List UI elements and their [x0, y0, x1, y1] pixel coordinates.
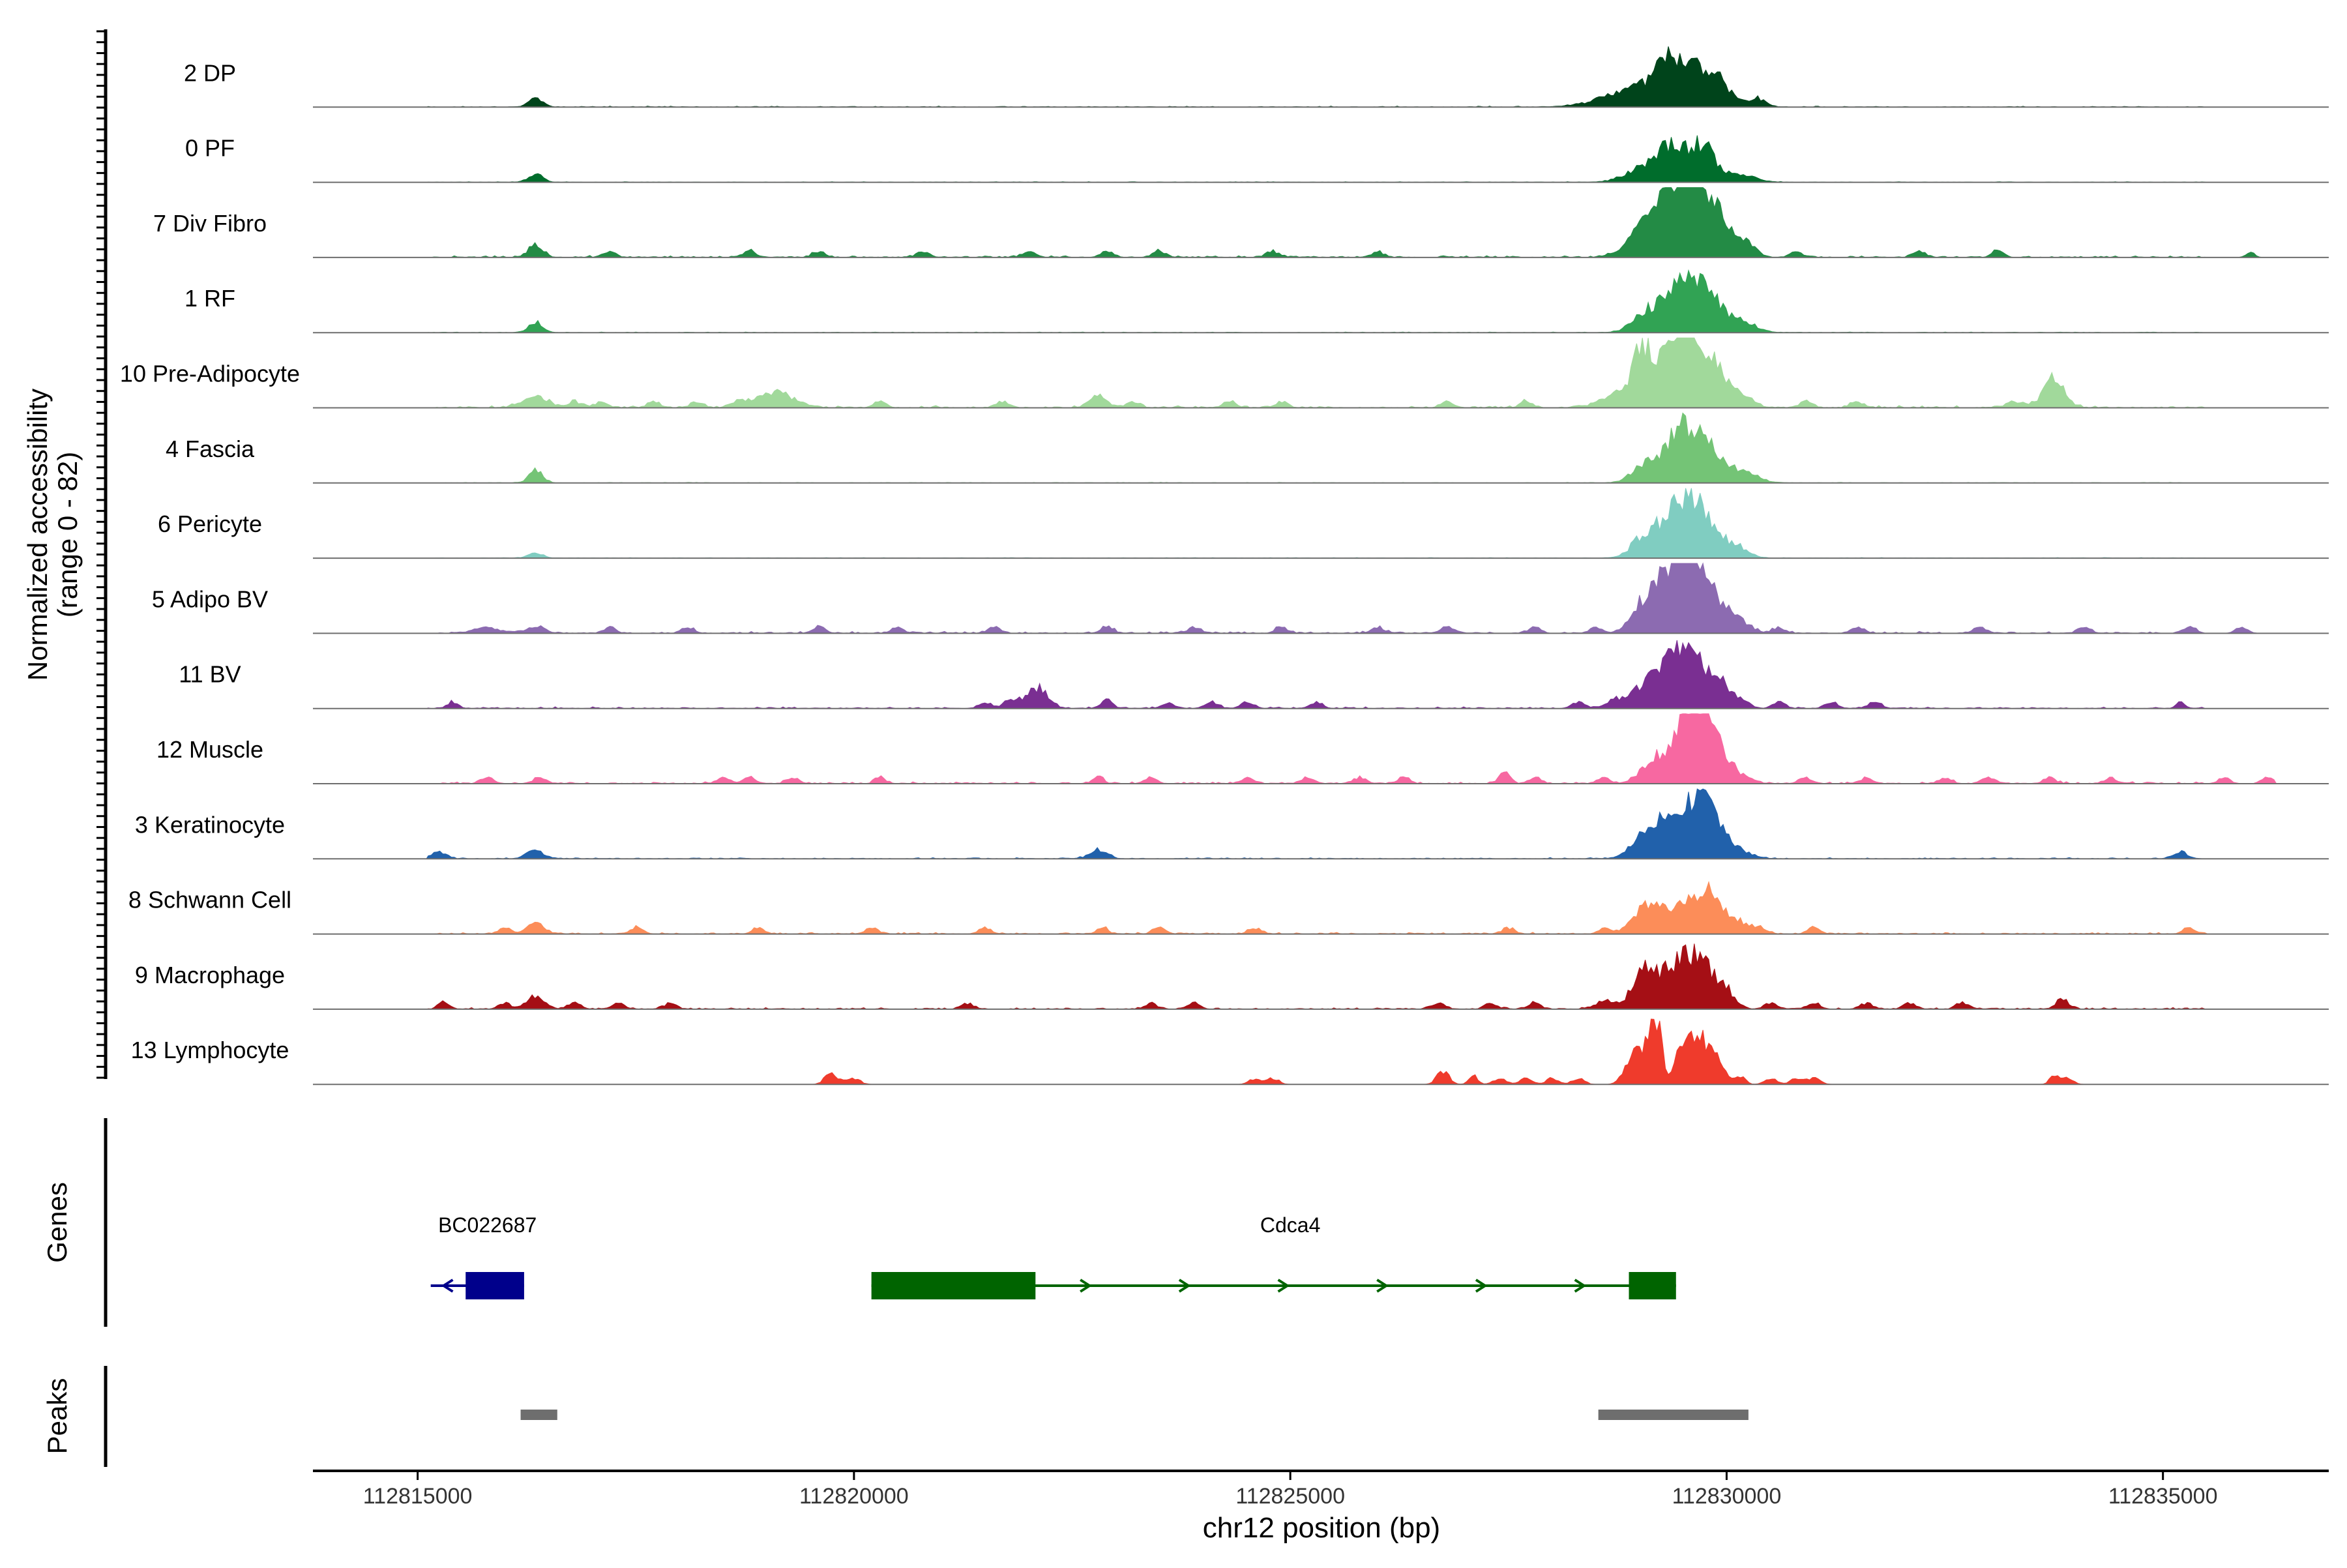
- peaks-panel-label: Peaks: [42, 1378, 72, 1455]
- track-1: 0 PF: [185, 135, 2329, 183]
- strand-chevron: [1376, 1279, 1389, 1293]
- track-3: 1 RF: [185, 269, 2329, 334]
- track-coverage-area: [426, 788, 2277, 859]
- y-axis-label-line2: (range 0 - 82): [52, 452, 83, 617]
- strand-chevron: [1574, 1279, 1587, 1293]
- peak-region: [520, 1410, 557, 1420]
- track-label: 3 Keratinocyte: [135, 811, 285, 838]
- gene-0: BC022687: [430, 1213, 537, 1299]
- track-coverage-area: [426, 337, 2277, 409]
- track-2: 7 Div Fibro: [153, 187, 2329, 258]
- track-4: 10 Pre-Adipocyte: [120, 337, 2329, 409]
- genes-panel-label: Genes: [42, 1182, 72, 1263]
- x-axis: 112815000 112820000 112825000 112830000 1128…: [313, 1470, 2329, 1509]
- strand-chevron: [1178, 1279, 1191, 1293]
- track-coverage-area: [426, 135, 2277, 183]
- x-tick-label: 112835000: [2108, 1484, 2218, 1509]
- track-11: 8 Schwann Cell: [128, 881, 2329, 935]
- track-label: 13 Lymphocyte: [131, 1037, 289, 1063]
- track-label: 8 Schwann Cell: [128, 887, 291, 913]
- track-label: 6 Pericyte: [158, 510, 262, 537]
- track-coverage-area: [426, 488, 2277, 559]
- y-axis-label-line1: Normalized accessibility: [22, 389, 53, 681]
- x-tick-label: 112830000: [1672, 1484, 1782, 1509]
- gene-label: BC022687: [438, 1213, 537, 1237]
- gene-1: Cdca4: [871, 1213, 1676, 1299]
- track-coverage-area: [426, 881, 2277, 935]
- gene-label: Cdca4: [1260, 1213, 1321, 1237]
- track-label: 12 Muscle: [156, 736, 263, 763]
- strand-chevron: [1475, 1279, 1488, 1293]
- track-5: 4 Fascia: [166, 412, 2329, 484]
- x-tick-label: 112820000: [799, 1484, 909, 1509]
- track-label: 1 RF: [185, 285, 235, 312]
- track-coverage-area: [426, 269, 2277, 333]
- y-axis-label: Normalized accessibility (range 0 - 82): [22, 389, 83, 681]
- track-coverage-area: [426, 713, 2277, 784]
- track-coverage-area: [426, 640, 2277, 709]
- track-9: 12 Muscle: [156, 713, 2329, 784]
- x-tick-label: 112825000: [1235, 1484, 1345, 1509]
- track-7: 5 Adipo BV: [152, 562, 2329, 634]
- track-coverage-area: [426, 412, 2277, 484]
- gene-exon: [465, 1272, 524, 1299]
- track-coverage-area: [426, 187, 2277, 258]
- track-label: 7 Div Fibro: [153, 210, 267, 237]
- track-label: 0 PF: [185, 135, 235, 162]
- track-coverage-area: [426, 562, 2277, 634]
- track-label: 2 DP: [184, 59, 236, 86]
- track-13: 13 Lymphocyte: [131, 1018, 2329, 1086]
- strand-chevron: [1277, 1279, 1290, 1293]
- peaks-panel: [104, 1366, 1749, 1467]
- y-axis-spine: [96, 29, 108, 1079]
- track-0: 2 DP: [184, 46, 2329, 108]
- gene-exon: [1629, 1272, 1676, 1299]
- track-10: 3 Keratinocyte: [135, 788, 2329, 860]
- track-coverage-area: [426, 943, 2277, 1010]
- strand-chevron: [441, 1279, 454, 1293]
- peak-region: [1598, 1410, 1749, 1420]
- gene-annotation-panel: BC022687 Cdca4: [104, 1118, 1676, 1327]
- track-12: 9 Macrophage: [135, 943, 2329, 1010]
- track-label: 4 Fascia: [166, 436, 255, 462]
- track-label: 9 Macrophage: [135, 962, 285, 988]
- track-coverage-area: [426, 46, 2277, 108]
- x-axis-label: chr12 position (bp): [1203, 1512, 1440, 1544]
- x-tick-label: 112815000: [363, 1484, 473, 1509]
- track-coverage-area: [426, 1018, 2277, 1085]
- gene-exon: [871, 1272, 1036, 1299]
- track-label: 5 Adipo BV: [152, 585, 268, 612]
- track-6: 6 Pericyte: [158, 488, 2329, 559]
- track-label: 11 BV: [179, 661, 241, 688]
- track-8: 11 BV: [179, 640, 2329, 709]
- accessibility-tracks: 2 DP 0 PF 7 Div Fibro 1 RF 10 Pre-Adipocyte 4…: [120, 46, 2329, 1086]
- track-label: 10 Pre-Adipocyte: [120, 361, 300, 387]
- strand-chevron: [1080, 1279, 1092, 1293]
